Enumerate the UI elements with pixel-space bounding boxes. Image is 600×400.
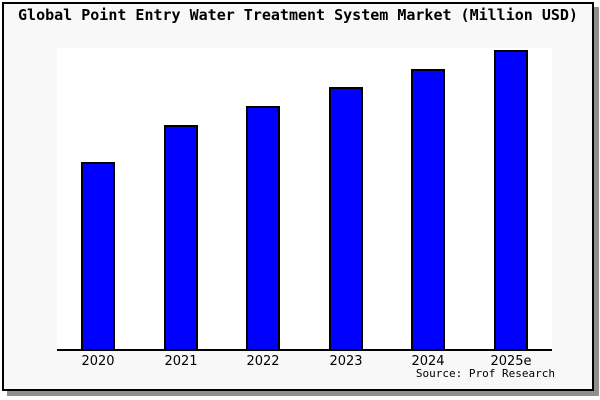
plot-area <box>57 48 552 351</box>
chart-title: Global Point Entry Water Treatment Syste… <box>18 6 578 24</box>
source-credit: Source: Prof Research <box>415 367 555 380</box>
bar-2022 <box>246 106 280 351</box>
bar-2024 <box>411 69 445 351</box>
x-tick-label-2021: 2021 <box>164 354 198 369</box>
x-tick-label-2023: 2023 <box>329 354 363 369</box>
x-tick-label-2024: 2024 <box>411 354 445 369</box>
bar-2020 <box>81 162 115 351</box>
x-tick-label-2020: 2020 <box>81 354 115 369</box>
bar-2023 <box>329 87 363 351</box>
x-tick-label-2022: 2022 <box>246 354 280 369</box>
x-axis-line <box>57 349 552 351</box>
bar-2025e <box>494 50 528 351</box>
bar-2021 <box>164 125 198 351</box>
x-tick-label-2025e: 2025e <box>490 354 532 369</box>
